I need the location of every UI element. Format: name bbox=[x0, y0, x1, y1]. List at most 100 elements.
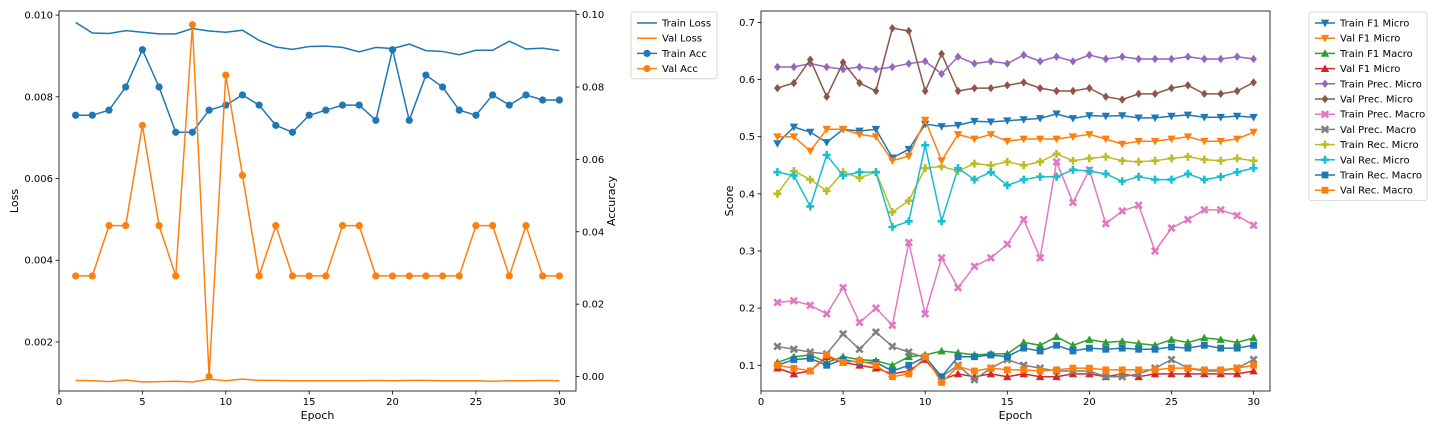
data-point bbox=[555, 272, 563, 280]
legend: Train Loss Val Loss Train Acc Val Acc bbox=[630, 11, 718, 80]
data-point bbox=[888, 321, 897, 330]
x-tick-label: 30 bbox=[553, 397, 566, 408]
data-point bbox=[904, 238, 913, 247]
legend-label: Val F1 Micro bbox=[1340, 64, 1400, 75]
data-point bbox=[72, 111, 80, 119]
data-point bbox=[1085, 154, 1094, 163]
data-point bbox=[987, 364, 995, 372]
plot-frame bbox=[760, 10, 1271, 392]
data-point bbox=[1249, 355, 1258, 364]
legend-item: Train Prec. Macro bbox=[1315, 110, 1425, 121]
legend-box bbox=[1308, 11, 1428, 201]
legend-marker bbox=[643, 65, 651, 73]
data-point bbox=[1052, 149, 1061, 158]
data-point bbox=[1102, 92, 1110, 101]
y-right-tick-label: 0.00 bbox=[582, 372, 604, 383]
data-point bbox=[937, 162, 946, 171]
data-point bbox=[1052, 332, 1061, 341]
legend-marker bbox=[1321, 171, 1329, 179]
data-point bbox=[1216, 205, 1225, 214]
legend-label: Train Rec. Macro bbox=[1339, 171, 1422, 182]
series-line bbox=[75, 47, 560, 134]
series-train-f1-micro bbox=[773, 110, 1258, 163]
data-point bbox=[455, 272, 463, 280]
data-point bbox=[1068, 156, 1077, 165]
data-point bbox=[1183, 152, 1192, 161]
x-tick-label: 25 bbox=[470, 397, 483, 408]
data-point bbox=[238, 91, 247, 99]
data-point bbox=[888, 62, 896, 72]
legend-item: Val Prec. Macro bbox=[1315, 125, 1416, 136]
data-point bbox=[1035, 341, 1045, 349]
legend-item: Val Acc bbox=[637, 64, 698, 75]
series-val-acc bbox=[72, 21, 563, 381]
data-point bbox=[1217, 366, 1225, 374]
data-point bbox=[954, 353, 962, 361]
data-point bbox=[1053, 52, 1060, 61]
data-point bbox=[954, 86, 962, 96]
x-tick-label: 15 bbox=[303, 397, 316, 408]
data-point bbox=[1134, 201, 1143, 210]
data-point bbox=[372, 272, 380, 280]
data-point bbox=[838, 283, 848, 292]
data-point bbox=[1167, 154, 1176, 163]
data-point bbox=[539, 96, 547, 104]
data-point bbox=[1068, 198, 1078, 207]
data-point bbox=[1200, 113, 1209, 122]
legend-label: Val Loss bbox=[662, 34, 702, 45]
y-tick-label: 0.5 bbox=[739, 132, 755, 143]
data-point bbox=[1068, 133, 1078, 141]
data-point bbox=[1200, 366, 1208, 374]
data-point bbox=[872, 361, 880, 369]
data-point bbox=[920, 116, 930, 125]
data-point bbox=[790, 62, 798, 72]
legend-item: Val Rec. Macro bbox=[1315, 186, 1413, 197]
data-point bbox=[1183, 338, 1193, 346]
data-point bbox=[1052, 157, 1061, 166]
data-point bbox=[1003, 372, 1012, 381]
y-tick-label: 0.1 bbox=[739, 361, 755, 372]
data-point bbox=[954, 363, 962, 370]
data-point bbox=[1003, 117, 1012, 125]
data-point bbox=[970, 262, 979, 271]
x-axis-label: Epoch bbox=[999, 409, 1033, 422]
legend-item: Train Loss bbox=[637, 19, 711, 30]
series-line bbox=[777, 344, 1254, 378]
data-point bbox=[986, 131, 996, 139]
x-tick-label: 10 bbox=[919, 397, 932, 408]
data-point bbox=[938, 373, 946, 381]
x-tick-label: 20 bbox=[386, 397, 399, 408]
data-point bbox=[773, 140, 782, 148]
data-point bbox=[1003, 59, 1011, 68]
data-point bbox=[1233, 364, 1241, 372]
y-right-tick-label: 0.10 bbox=[582, 10, 604, 21]
data-point bbox=[1151, 175, 1160, 184]
data-point bbox=[904, 352, 913, 361]
legend-marker bbox=[1321, 155, 1329, 164]
series-train-prec-macro bbox=[773, 157, 1258, 330]
legend-item: Val Rec. Micro bbox=[1315, 155, 1410, 166]
data-point bbox=[1184, 364, 1192, 372]
data-point bbox=[1003, 137, 1012, 146]
data-point bbox=[138, 46, 146, 54]
series-line bbox=[75, 21, 560, 56]
data-point bbox=[822, 151, 831, 159]
data-point bbox=[1134, 137, 1143, 146]
data-point bbox=[904, 145, 913, 154]
data-point bbox=[1250, 78, 1257, 87]
series-train-rec-micro bbox=[773, 149, 1258, 217]
data-point bbox=[790, 364, 798, 372]
data-point bbox=[489, 222, 497, 230]
y-axis-label: Score bbox=[723, 185, 736, 216]
data-point bbox=[555, 96, 563, 104]
data-point bbox=[438, 83, 447, 91]
data-point bbox=[155, 83, 163, 91]
data-point bbox=[855, 318, 864, 327]
data-point bbox=[1151, 366, 1159, 374]
legend-marker bbox=[1321, 186, 1329, 194]
data-point bbox=[1233, 211, 1242, 220]
data-point bbox=[1150, 246, 1160, 256]
data-point bbox=[806, 301, 815, 310]
data-point bbox=[422, 272, 430, 280]
data-point bbox=[1135, 345, 1143, 353]
